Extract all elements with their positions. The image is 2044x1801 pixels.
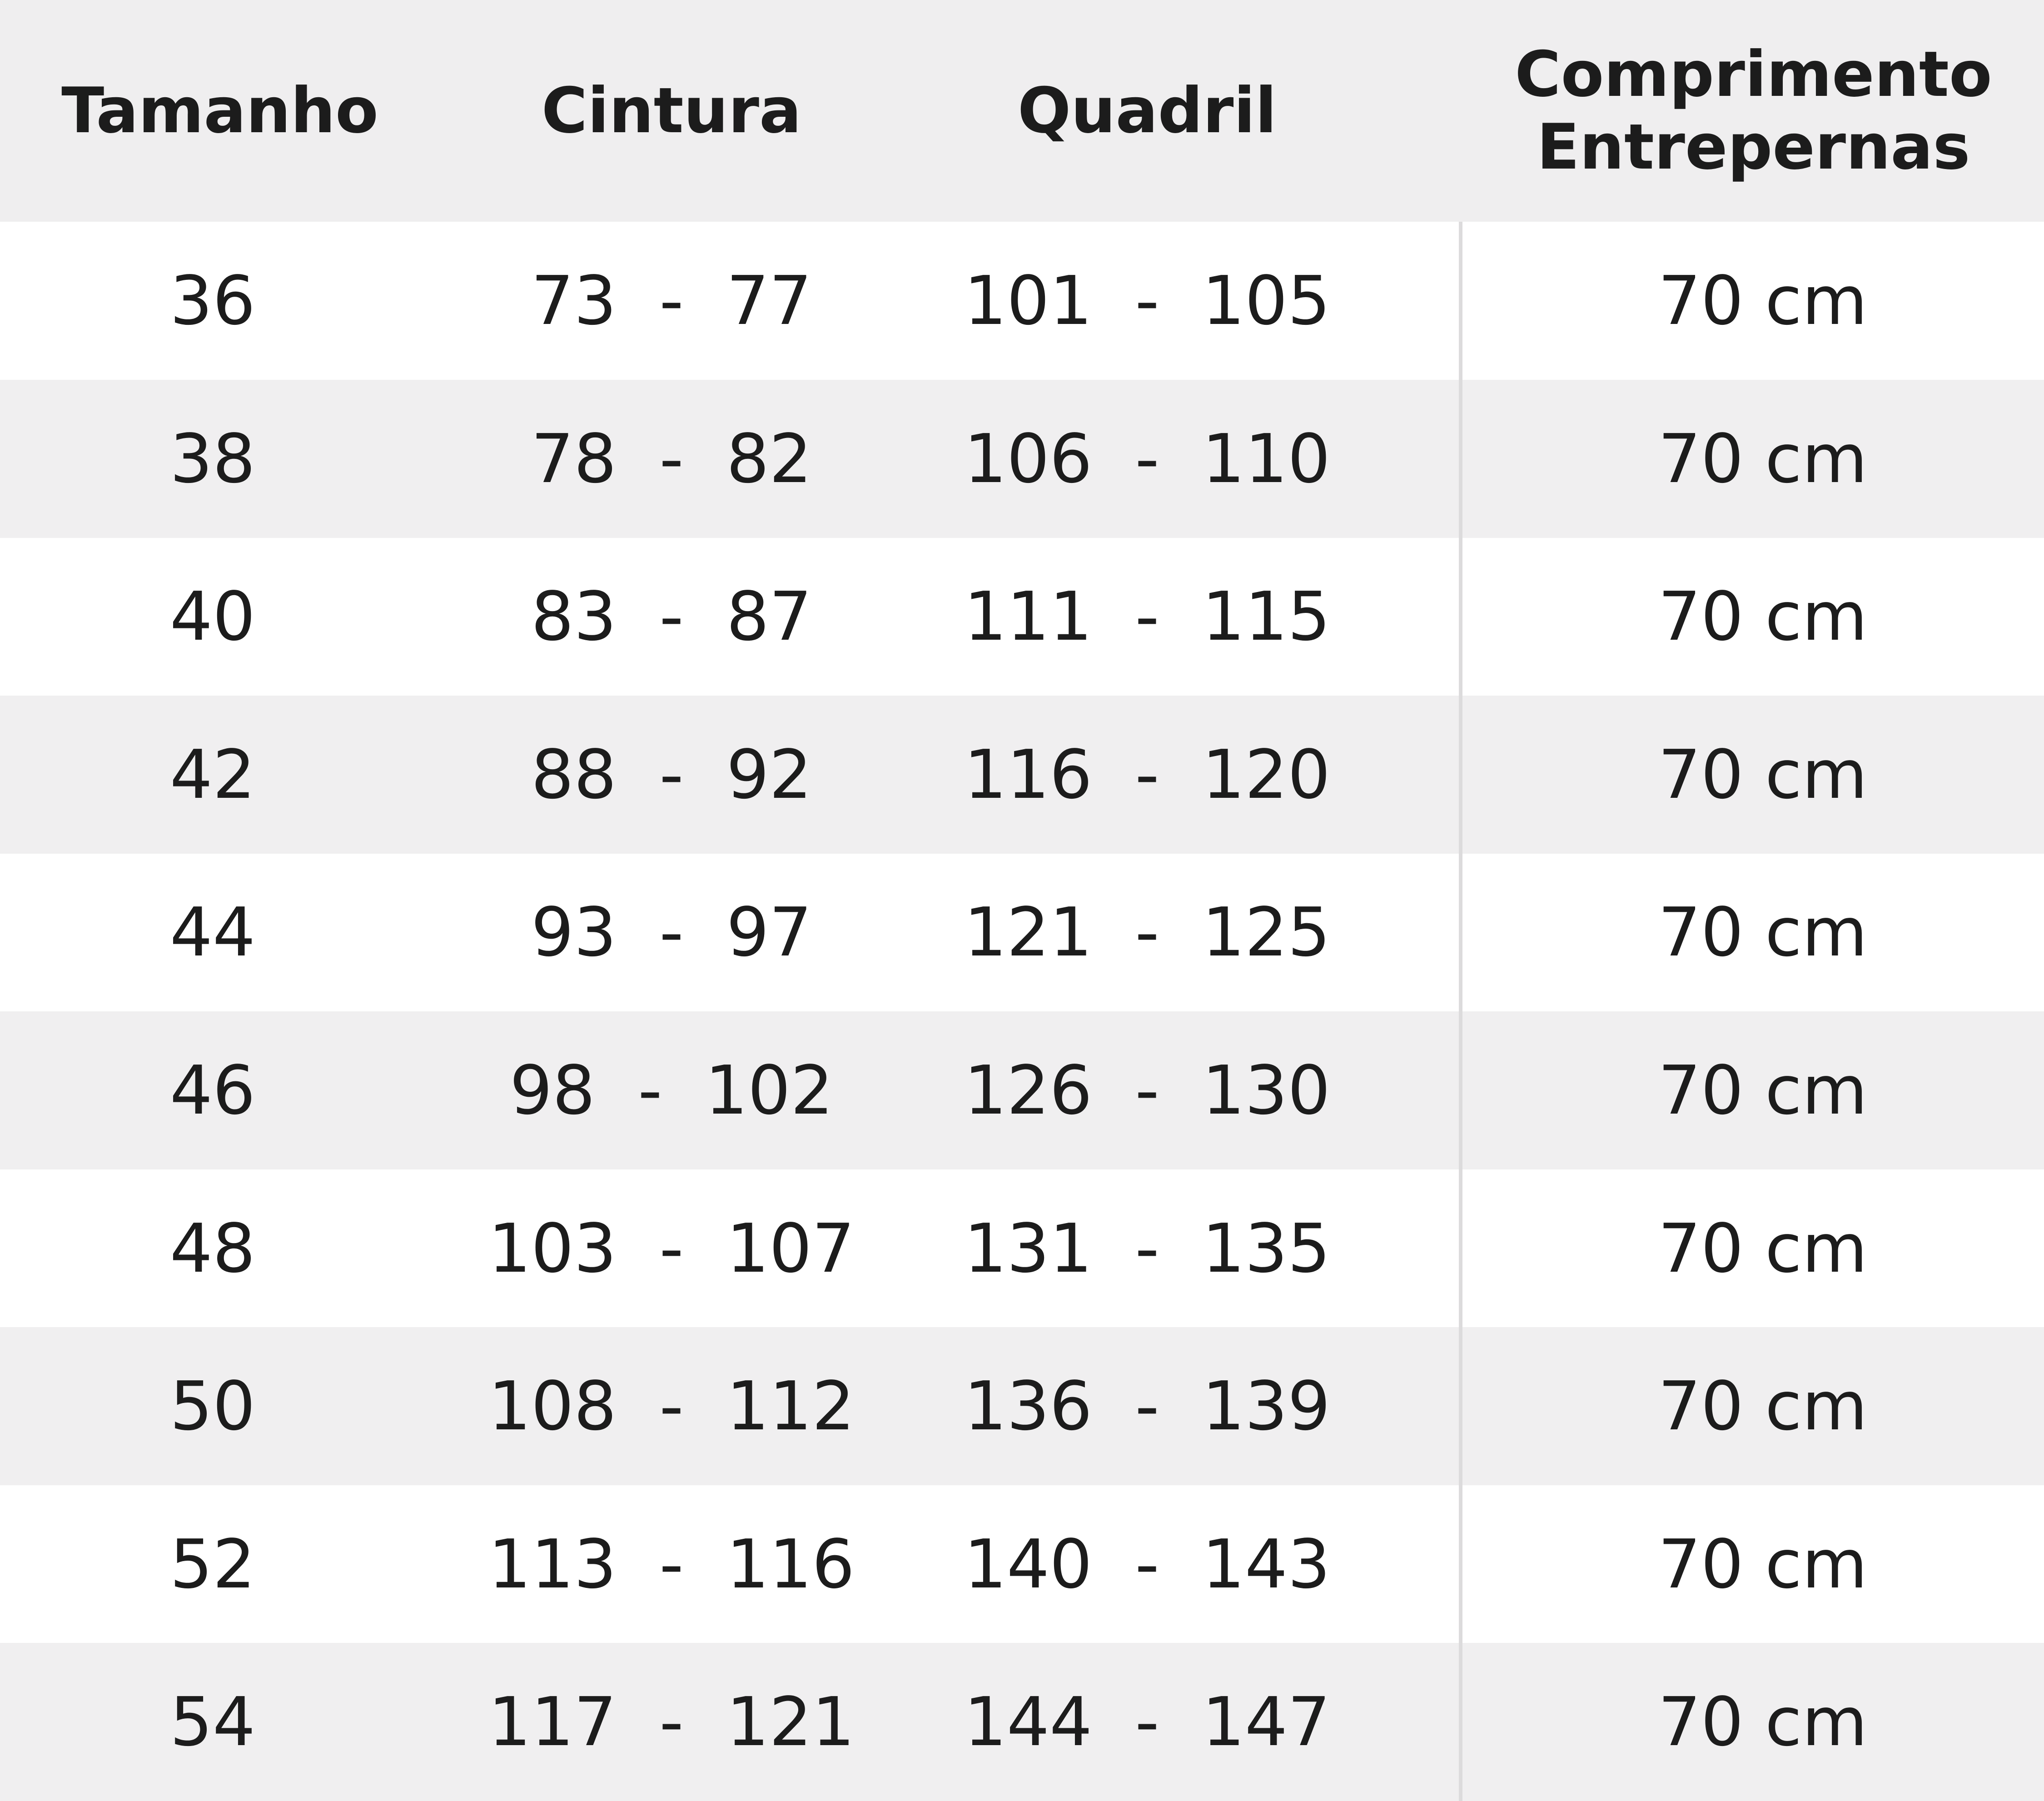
hip-cell: 126 - 130 — [964, 1051, 1331, 1129]
waist-cell: 83 - 87 — [531, 577, 812, 656]
table-row: 36 73 - 77 101 - 105 70 cm — [0, 222, 2044, 380]
inseam-cell: 70 cm — [1658, 1683, 1868, 1761]
table-row: 46 98 - 102 126 - 130 70 cm — [0, 1011, 2044, 1169]
inseam-cell: 70 cm — [1658, 1209, 1868, 1288]
size-cell: 46 — [169, 1051, 256, 1129]
waist-cell: 108 - 112 — [488, 1367, 855, 1446]
table-row: 54 117 - 121 144 - 147 70 cm — [0, 1643, 2044, 1801]
table-row: 50 108 - 112 136 - 139 70 cm — [0, 1327, 2044, 1486]
size-cell: 48 — [169, 1209, 256, 1288]
size-cell: 38 — [169, 419, 256, 498]
waist-cell: 73 - 77 — [531, 262, 812, 340]
size-cell: 44 — [169, 893, 256, 972]
table-row: 44 93 - 97 121 - 125 70 cm — [0, 853, 2044, 1011]
inseam-cell: 70 cm — [1658, 735, 1868, 814]
hip-cell: 111 - 115 — [964, 577, 1331, 656]
hip-cell: 121 - 125 — [964, 893, 1331, 972]
column-divider — [1459, 222, 1462, 1801]
table-row: 38 78 - 82 106 - 110 70 cm — [0, 379, 2044, 538]
size-cell: 52 — [169, 1525, 256, 1603]
hip-cell: 106 - 110 — [964, 419, 1331, 498]
table-row: 40 83 - 87 111 - 115 70 cm — [0, 537, 2044, 696]
hip-cell: 101 - 105 — [964, 262, 1331, 340]
inseam-cell: 70 cm — [1658, 893, 1868, 972]
inseam-cell: 70 cm — [1658, 1525, 1868, 1603]
hip-cell: 116 - 120 — [964, 735, 1331, 814]
inseam-cell: 70 cm — [1658, 419, 1868, 498]
header-cintura: Cintura — [541, 74, 802, 147]
size-cell: 50 — [169, 1367, 256, 1446]
table-header: Tamanho Cintura Quadril Comprimento Entr… — [0, 0, 2044, 222]
hip-cell: 144 - 147 — [964, 1683, 1331, 1761]
size-cell: 40 — [169, 577, 256, 656]
header-comprimento-entrepernas: Comprimento Entrepernas — [1515, 38, 1992, 184]
size-cell: 42 — [169, 735, 256, 814]
table-row: 48 103 - 107 131 - 135 70 cm — [0, 1169, 2044, 1328]
hip-cell: 136 - 139 — [964, 1367, 1331, 1446]
inseam-cell: 70 cm — [1658, 577, 1868, 656]
inseam-cell: 70 cm — [1658, 1367, 1868, 1446]
size-cell: 54 — [169, 1683, 256, 1761]
waist-cell: 98 - 102 — [509, 1051, 834, 1129]
size-cell: 36 — [169, 262, 256, 340]
waist-cell: 113 - 116 — [488, 1525, 855, 1603]
hip-cell: 131 - 135 — [964, 1209, 1331, 1288]
waist-cell: 93 - 97 — [531, 893, 812, 972]
waist-cell: 88 - 92 — [531, 735, 812, 814]
hip-cell: 140 - 143 — [964, 1525, 1331, 1603]
table-row: 42 88 - 92 116 - 120 70 cm — [0, 695, 2044, 854]
waist-cell: 78 - 82 — [531, 419, 812, 498]
inseam-cell: 70 cm — [1658, 1051, 1868, 1129]
header-tamanho: Tamanho — [61, 74, 378, 147]
waist-cell: 103 - 107 — [488, 1209, 855, 1288]
waist-cell: 117 - 121 — [488, 1683, 855, 1761]
table-row: 52 113 - 116 140 - 143 70 cm — [0, 1485, 2044, 1643]
inseam-cell: 70 cm — [1658, 262, 1868, 340]
header-quadril: Quadril — [1017, 74, 1277, 147]
